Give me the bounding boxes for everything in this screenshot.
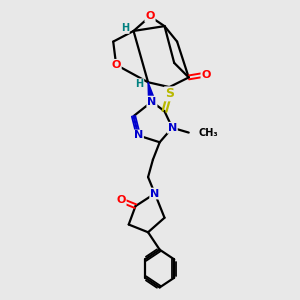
Text: N: N — [168, 123, 177, 133]
Polygon shape — [148, 82, 155, 102]
Text: H: H — [121, 23, 129, 33]
Text: S: S — [165, 87, 174, 101]
Text: O: O — [145, 11, 155, 22]
Text: O: O — [201, 70, 211, 80]
Text: N: N — [147, 97, 157, 106]
Text: O: O — [116, 195, 126, 205]
Text: O: O — [111, 60, 121, 70]
Text: H: H — [135, 79, 143, 89]
Text: N: N — [150, 188, 160, 199]
Text: N: N — [134, 130, 143, 140]
Text: CH₃: CH₃ — [198, 128, 218, 138]
